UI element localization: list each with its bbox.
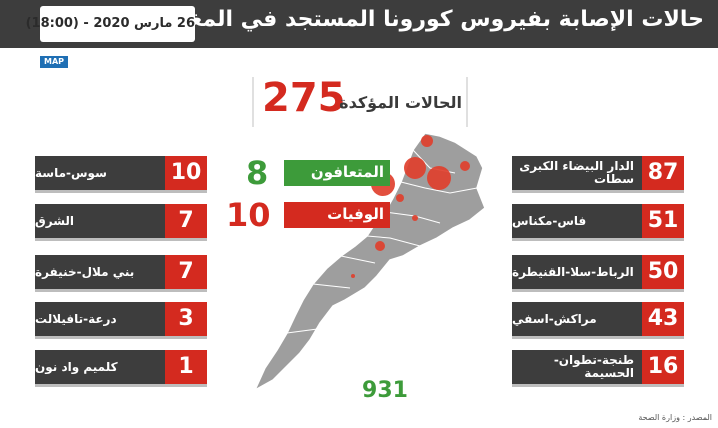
region-value: 3: [165, 302, 207, 336]
excluded-value: 931: [354, 377, 416, 405]
region-card: الشرق 7: [35, 204, 207, 241]
recovered-label: المتعافون: [310, 163, 384, 181]
confirmed-label: الحالات المؤكدة: [339, 93, 462, 112]
region-value: 10: [165, 156, 207, 190]
recovered-value: 8: [246, 154, 269, 192]
region-card: طنجة-تطوان-الحسيمة 16: [512, 350, 684, 387]
region-shadow: [35, 238, 207, 241]
fes-bubble: [427, 166, 451, 190]
rabat-bubble: [404, 157, 426, 179]
region-card: فاس-مكناس 51: [512, 204, 684, 241]
region-value: 43: [642, 302, 684, 336]
deaths-label: الوفيات: [327, 205, 384, 223]
region-card: درعة-تافيلالت 3: [35, 302, 207, 339]
region-name: فاس-مكناس: [512, 204, 642, 238]
region-shadow: [512, 384, 684, 387]
region-name: درعة-تافيلالت: [35, 302, 165, 336]
region-name: سوس-ماسة: [35, 156, 165, 190]
page-title: حالات الإصابة بفيروس كورونا المستجد في ا…: [154, 7, 704, 32]
date-badge: 26 مارس 2020 - (18:00): [26, 6, 195, 42]
region-shadow: [35, 289, 207, 292]
oriental-bubble: [460, 161, 470, 171]
region-card: كلميم واد نون 1: [35, 350, 207, 387]
region-shadow: [35, 384, 207, 387]
region-value: 16: [642, 350, 684, 384]
excluded-sublabel: بعد تحليل مخبري سلبي: [335, 345, 435, 374]
region-value: 1: [165, 350, 207, 384]
excluded-block: الحالات المستبعدة بعد تحليل مخبري سلبي 9…: [330, 330, 440, 405]
region-shadow: [512, 336, 684, 339]
region-shadow: [35, 336, 207, 339]
region-card: الدار البيضاء الكبرى سطات 87: [512, 156, 684, 193]
benimellal-bubble: [396, 194, 404, 202]
region-value: 51: [642, 204, 684, 238]
source-note: المصدر : وزارة الصحة: [638, 413, 712, 422]
region-shadow: [512, 289, 684, 292]
region-shadow: [512, 190, 684, 193]
map-agency-logo: MAP: [40, 56, 68, 68]
guelmim-bubble: [351, 274, 355, 278]
region-card: مراكش-اسفي 43: [512, 302, 684, 339]
tangier-bubble: [421, 135, 433, 147]
region-value: 7: [165, 204, 207, 238]
region-value: 50: [642, 255, 684, 289]
confirmed-value: 275: [262, 75, 346, 121]
deaths-value: 10: [226, 196, 271, 234]
region-name: بني ملال-خنيفرة: [35, 255, 165, 289]
region-shadow: [512, 238, 684, 241]
region-card: بني ملال-خنيفرة 7: [35, 255, 207, 292]
region-card: الرباط-سلا-القنيطرة 50: [512, 255, 684, 292]
header-bar: حالات الإصابة بفيروس كورونا المستجد في ا…: [0, 0, 718, 48]
region-value: 87: [642, 156, 684, 190]
region-shadow: [35, 190, 207, 193]
recovered-bar: [284, 160, 390, 186]
draa-bubble: [412, 215, 418, 221]
region-value: 7: [165, 255, 207, 289]
region-name: كلميم واد نون: [35, 350, 165, 384]
region-name: طنجة-تطوان-الحسيمة: [512, 350, 642, 384]
region-name: الشرق: [35, 204, 165, 238]
souss-bubble: [375, 241, 385, 251]
region-name: الدار البيضاء الكبرى سطات: [512, 156, 642, 190]
region-card: سوس-ماسة 10: [35, 156, 207, 193]
excluded-label: الحالات المستبعدة: [331, 330, 439, 344]
deaths-bar: [284, 202, 390, 228]
region-name: مراكش-اسفي: [512, 302, 642, 336]
recovered-block: المتعافون 8: [242, 154, 392, 192]
region-name: الرباط-سلا-القنيطرة: [512, 255, 642, 289]
deaths-block: الوفيات 10: [226, 196, 392, 234]
confirmed-frame: [252, 77, 468, 127]
